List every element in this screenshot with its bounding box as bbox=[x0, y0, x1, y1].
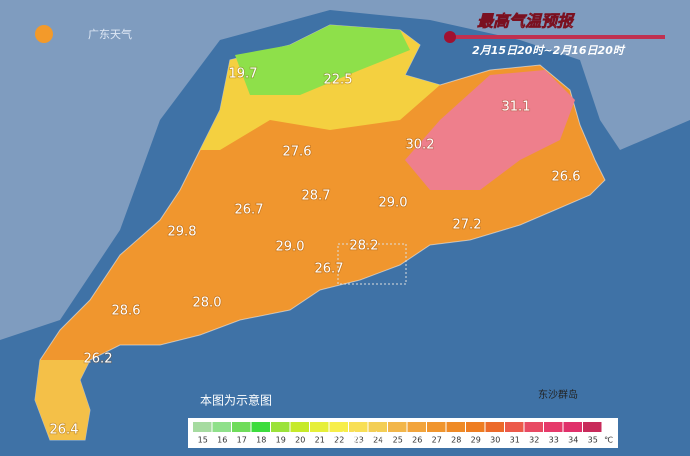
legend-tick: 27 bbox=[432, 436, 442, 445]
legend-swatch bbox=[524, 422, 543, 432]
legend-tick: 17 bbox=[237, 436, 247, 445]
legend-swatch bbox=[407, 422, 426, 432]
legend-swatch bbox=[388, 422, 407, 432]
legend-tick: 33 bbox=[549, 436, 559, 445]
note: 本图为示意图 bbox=[200, 393, 272, 408]
legend-swatch bbox=[193, 422, 212, 432]
legend-swatch bbox=[349, 422, 368, 432]
hk-box bbox=[337, 243, 407, 285]
legend-swatch bbox=[427, 422, 446, 432]
legend-tick: 15 bbox=[198, 436, 208, 445]
legend-swatch bbox=[310, 422, 329, 432]
temperature-label: 26.2 bbox=[84, 352, 113, 367]
legend-tick: 22 bbox=[334, 436, 344, 445]
temperature-label: 30.2 bbox=[406, 138, 435, 153]
warm-east bbox=[405, 70, 575, 190]
legend-swatch bbox=[271, 422, 290, 432]
temperature-label: 28.2 bbox=[350, 239, 379, 254]
legend-tick: 28 bbox=[451, 436, 461, 445]
temperature-label: 28.6 bbox=[112, 304, 141, 319]
temperature-label: 29.0 bbox=[379, 196, 408, 211]
legend-swatch bbox=[251, 422, 270, 432]
legend: 15 16 17 18 19 20 21 22 23 24 25 26 27 28 29 30 31 32 33 34… bbox=[193, 422, 613, 445]
legend-swatch bbox=[368, 422, 387, 432]
temperature-label: 26.4 bbox=[50, 423, 79, 438]
logo: 广东天气 bbox=[88, 27, 132, 41]
temperature-label: 22.5 bbox=[324, 73, 353, 88]
temperature-label: 26.7 bbox=[315, 262, 344, 277]
legend-swatch bbox=[232, 422, 251, 432]
temperature-label: 28.0 bbox=[193, 296, 222, 311]
legend-swatch bbox=[446, 422, 465, 432]
legend-tick: 19 bbox=[276, 436, 286, 445]
temperature-label: 28.7 bbox=[302, 189, 331, 204]
legend-tick: 21 bbox=[315, 436, 325, 445]
legend-swatch bbox=[485, 422, 504, 432]
labels: 19.7 22.5 31.1 30.2 27.6 26.6 28.7 29.0 26.7 29.8… bbox=[49, 66, 581, 439]
temperature-label: 27.2 bbox=[453, 218, 482, 233]
watermark: @广东天气 bbox=[325, 430, 385, 445]
title-dot bbox=[444, 31, 456, 43]
temperature-label: 31.1 bbox=[502, 100, 531, 115]
legend-tick: 32 bbox=[529, 436, 539, 445]
temperature-label: 27.6 bbox=[283, 145, 312, 160]
legend-unit: ℃ bbox=[604, 436, 613, 445]
leizhou bbox=[35, 360, 90, 440]
legend-swatch bbox=[583, 422, 602, 432]
legend-tick: 23 bbox=[354, 436, 364, 445]
temperature-label: 29.8 bbox=[168, 225, 197, 240]
legend-swatch bbox=[290, 422, 309, 432]
legend-swatch bbox=[544, 422, 563, 432]
legend-tick: 31 bbox=[510, 436, 520, 445]
north-cold bbox=[235, 25, 410, 95]
legend-tick: 16 bbox=[217, 436, 227, 445]
legend-swatch bbox=[466, 422, 485, 432]
temperature-label: 26.7 bbox=[235, 203, 264, 218]
legend-tick: 34 bbox=[568, 436, 578, 445]
legend-tick: 26 bbox=[412, 436, 422, 445]
legend-tick: 30 bbox=[490, 436, 500, 445]
island-label: 东沙群岛 bbox=[538, 388, 578, 401]
temperature-label: 29.0 bbox=[276, 240, 305, 255]
logo-icon bbox=[35, 25, 53, 43]
temperature-label: 26.6 bbox=[552, 170, 581, 185]
legend-tick: 35 bbox=[588, 436, 598, 445]
legend-tick: 29 bbox=[471, 436, 481, 445]
temperature-label: 19.7 bbox=[229, 67, 258, 82]
legend-tick: 25 bbox=[393, 436, 403, 445]
land bbox=[0, 0, 690, 340]
legend-swatch bbox=[212, 422, 231, 432]
legend-swatch bbox=[563, 422, 582, 432]
legend-tick: 24 bbox=[373, 436, 383, 445]
legend-tick: 20 bbox=[295, 436, 305, 445]
legend-swatch bbox=[329, 422, 348, 432]
legend-tick: 18 bbox=[256, 436, 266, 445]
legend-swatch bbox=[505, 422, 524, 432]
subtitle: 2月15日20时~2月16日20时 bbox=[472, 44, 626, 57]
title: 最高气温预报 bbox=[477, 12, 575, 31]
